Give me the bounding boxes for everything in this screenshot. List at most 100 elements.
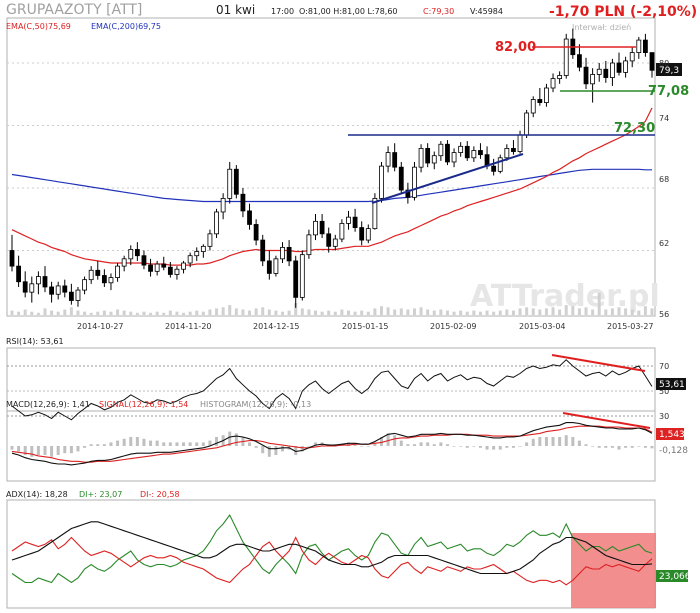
candle-body	[326, 233, 332, 247]
macd-hist-bar	[610, 446, 614, 448]
candle-body	[649, 52, 655, 71]
candle-body	[167, 266, 173, 275]
candle-body	[497, 157, 503, 172]
macd-hist-bar	[102, 444, 106, 446]
rsi-tick: 50	[659, 387, 669, 396]
volume-bar	[307, 309, 311, 315]
candle-body	[29, 283, 35, 293]
candle-body	[511, 148, 516, 152]
macd-hist-bar	[175, 442, 179, 446]
candle-body	[240, 193, 246, 212]
di-minus-series	[11, 536, 653, 586]
macd-signal-tag-text: 1,543	[659, 430, 685, 440]
macd-hist-bar	[492, 446, 496, 450]
volume-bar	[195, 310, 199, 315]
volume-bar	[248, 310, 252, 315]
adx-value-tag	[656, 570, 688, 582]
candle-body	[253, 224, 259, 241]
rsi-value-tag	[656, 378, 686, 390]
macd-signal-label: SIGNAL(12,26,9): 1,54	[99, 400, 188, 409]
volume-bar	[406, 309, 410, 315]
volume-bar	[314, 310, 318, 315]
candle-body	[392, 152, 398, 168]
candle-body	[181, 262, 186, 270]
macd-hist-bar	[544, 437, 548, 446]
candle-body	[306, 234, 312, 256]
candle-body	[603, 68, 609, 78]
macd-hist-bar	[195, 442, 199, 446]
candle-body	[62, 285, 68, 293]
adx-highlight-zone	[571, 533, 656, 608]
volume-bar	[379, 306, 383, 315]
price-tick: 80	[659, 59, 669, 68]
macd-hist-bar	[89, 444, 93, 446]
price-axis: 80 74 68 62 56	[659, 59, 669, 319]
macd-hist-bar	[525, 442, 529, 446]
candle-body	[319, 220, 325, 235]
volume-bar	[50, 310, 54, 315]
macd-hist-bar	[36, 446, 40, 455]
volume-bar	[327, 310, 331, 315]
macd-signal-series	[11, 425, 653, 463]
volume-bar	[116, 309, 120, 315]
rsi-label: RSI(14): 53,61	[6, 337, 64, 346]
volume-bar	[346, 310, 350, 315]
candle-body	[445, 143, 450, 163]
macd-hist-bar	[208, 440, 212, 446]
volume-bar	[182, 312, 186, 315]
price-grid	[7, 62, 655, 251]
candle-body	[332, 238, 338, 247]
macd-hist-bar	[650, 446, 654, 449]
volume-bar	[76, 310, 80, 315]
candle-body	[464, 145, 470, 159]
interval-note: Interwał: dzień	[572, 23, 631, 32]
date-tick: 2014-11-20	[165, 322, 212, 331]
volume-bar	[465, 311, 469, 315]
candle-body	[412, 166, 417, 198]
volume-bar	[353, 311, 357, 315]
candle-body	[590, 74, 596, 85]
candle-body	[346, 216, 351, 224]
candle-body	[16, 265, 21, 283]
volume-bar	[234, 308, 238, 315]
volume-bar	[102, 310, 106, 315]
macd-hist-bar	[43, 446, 47, 455]
candle-body	[121, 258, 127, 267]
candle-body	[623, 60, 629, 73]
volume-bar	[478, 311, 482, 315]
macd-hist-bar	[228, 431, 232, 446]
macd-hist-bar	[630, 446, 634, 448]
macd-hist-bar	[215, 437, 219, 446]
candle-body	[583, 66, 589, 85]
volume-bar	[531, 308, 535, 315]
macd-hist-bar	[531, 438, 535, 446]
candle-body	[643, 39, 648, 53]
macd-lines	[11, 422, 653, 466]
macd-hist-tag-text: -0,128	[659, 446, 688, 456]
macd-hist-bar	[393, 435, 397, 446]
macd-hist-bar	[426, 442, 430, 446]
candle-body	[88, 269, 94, 281]
volume-bar	[366, 311, 370, 315]
macd-hist-bar	[406, 444, 410, 446]
volume-bar	[17, 311, 21, 315]
volume-bar	[201, 311, 205, 315]
support-label-2: 72,30	[614, 121, 655, 136]
volume-bar	[10, 310, 14, 315]
candle-body	[491, 165, 497, 172]
candle-body	[372, 198, 378, 230]
macd-hist-bar	[346, 442, 350, 446]
candle-body	[82, 279, 87, 291]
volume-bar	[168, 310, 172, 315]
candle-body	[544, 87, 549, 103]
date-tick: 2015-03-27	[607, 322, 654, 331]
macd-hist-bar	[564, 435, 568, 446]
candle-body	[471, 150, 477, 159]
candle-body	[68, 291, 74, 301]
volume-bar	[399, 308, 403, 315]
macd-hist-bar	[577, 440, 581, 446]
candle-body	[154, 263, 160, 272]
macd-histogram	[10, 431, 654, 457]
volume-bar	[43, 308, 47, 315]
macd-hist-bar	[149, 440, 153, 446]
